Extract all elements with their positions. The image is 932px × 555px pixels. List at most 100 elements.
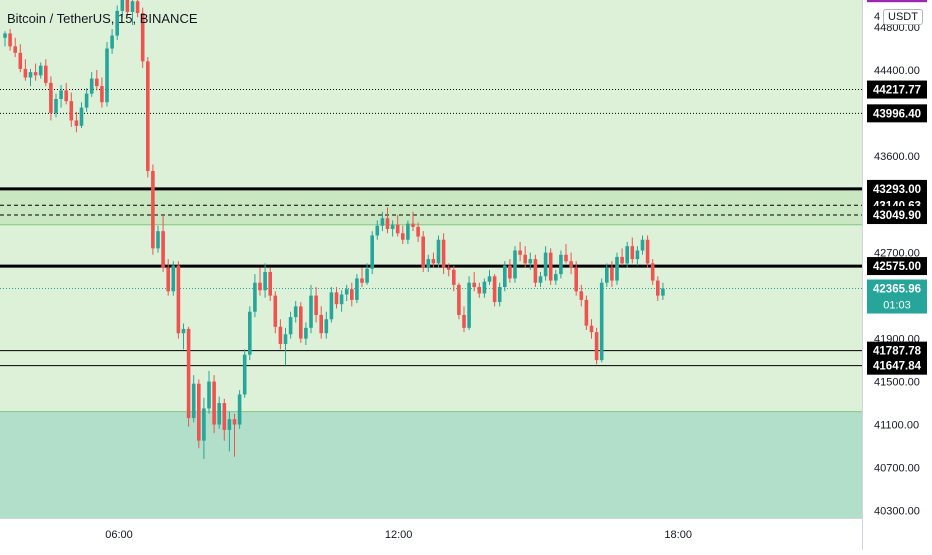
candle-body <box>381 218 385 226</box>
candle-body <box>432 259 436 263</box>
candle-body <box>49 83 53 113</box>
level-label: 42575.00 <box>873 261 921 273</box>
candle-body <box>24 69 28 78</box>
candle-body <box>370 235 374 268</box>
candle-body <box>172 266 176 292</box>
candle-body <box>544 253 548 277</box>
price-tick-label: 43600.00 <box>874 151 920 163</box>
candle-body <box>488 276 492 281</box>
currency-badge[interactable]: USDT <box>883 9 923 25</box>
zone-band <box>0 0 862 188</box>
candle-body <box>207 382 211 409</box>
candle-body <box>70 101 74 120</box>
candle-body <box>202 408 206 440</box>
candle-body <box>95 79 99 87</box>
candle-body <box>651 263 655 280</box>
candle-body <box>534 259 538 283</box>
candle-body <box>574 268 578 292</box>
zone-band <box>0 225 862 412</box>
symbol-title[interactable]: Bitcoin / TetherUS, 15, BINANCE <box>7 11 198 26</box>
candle-body <box>268 272 272 296</box>
candle-body <box>212 382 216 425</box>
price-tick-label: 40300.00 <box>874 506 920 518</box>
price-tick-label: 40700.00 <box>874 463 920 475</box>
candle-body <box>299 306 303 338</box>
candle-body <box>263 272 267 290</box>
candle-body <box>177 266 181 334</box>
candle-body <box>462 315 466 328</box>
candle-body <box>314 296 318 315</box>
candle-body <box>518 250 522 254</box>
zone-band <box>0 188 862 225</box>
time-tick-label: 12:00 <box>385 529 413 541</box>
candle-body <box>151 171 155 248</box>
candle-body <box>355 278 359 299</box>
candle-body <box>121 0 125 11</box>
zone-band <box>0 412 862 518</box>
candle-body <box>156 231 160 248</box>
candle-body <box>401 233 405 239</box>
candle-body <box>569 261 573 267</box>
candle-body <box>279 327 283 344</box>
candle-body <box>478 287 482 293</box>
candle-body <box>253 283 257 312</box>
candle-body <box>656 281 660 296</box>
level-label: 43049.90 <box>873 210 921 222</box>
candle-body <box>350 289 354 300</box>
candle-body <box>64 90 68 101</box>
candle-body <box>580 291 584 300</box>
candle-body <box>44 66 48 83</box>
level-label-bg <box>867 0 927 2</box>
candle-body <box>325 319 329 333</box>
candle-body <box>166 268 170 292</box>
candle-body <box>508 266 512 279</box>
candle-body <box>294 306 298 317</box>
candle-body <box>54 99 58 113</box>
candle-body <box>610 268 614 281</box>
candle-body <box>625 246 629 263</box>
candle-body <box>309 296 313 328</box>
candle-body <box>39 66 43 76</box>
candle-body <box>340 295 344 305</box>
candle-body <box>457 285 461 315</box>
candle-body <box>304 328 308 339</box>
candle-body <box>376 226 380 236</box>
candle-body <box>564 255 568 261</box>
candle-body <box>661 289 665 296</box>
candle-body <box>636 250 640 259</box>
candle-body <box>467 283 471 328</box>
candle-body <box>248 312 252 355</box>
candle-body <box>197 384 201 441</box>
candle-body <box>615 257 619 281</box>
candle-body <box>233 419 237 424</box>
candle-body <box>539 276 543 282</box>
candle-body <box>411 224 415 227</box>
candle-body <box>187 329 191 418</box>
candle-body <box>182 329 186 333</box>
candle-body <box>90 79 94 94</box>
candle-body <box>416 227 420 237</box>
candle-body <box>8 33 12 46</box>
candle-body <box>605 268 609 283</box>
time-tick-label: 06:00 <box>105 529 133 541</box>
candle-body <box>3 33 7 37</box>
candle-body <box>447 268 451 270</box>
candle-body <box>559 255 563 274</box>
candle-body <box>590 326 594 332</box>
candle-body <box>600 283 604 360</box>
candle-body <box>472 283 476 287</box>
candle-body <box>360 278 364 282</box>
candle-body <box>330 292 334 319</box>
candle-body <box>386 218 390 229</box>
price-tick-label: 44400.00 <box>874 65 920 77</box>
candle-body <box>620 257 624 263</box>
level-label: 43996.40 <box>873 108 921 120</box>
candle-body <box>75 120 79 125</box>
candle-body <box>595 332 599 360</box>
candle-body <box>406 224 410 240</box>
candle-body <box>335 292 339 304</box>
candle-body <box>100 86 104 102</box>
candle-body <box>427 259 431 268</box>
